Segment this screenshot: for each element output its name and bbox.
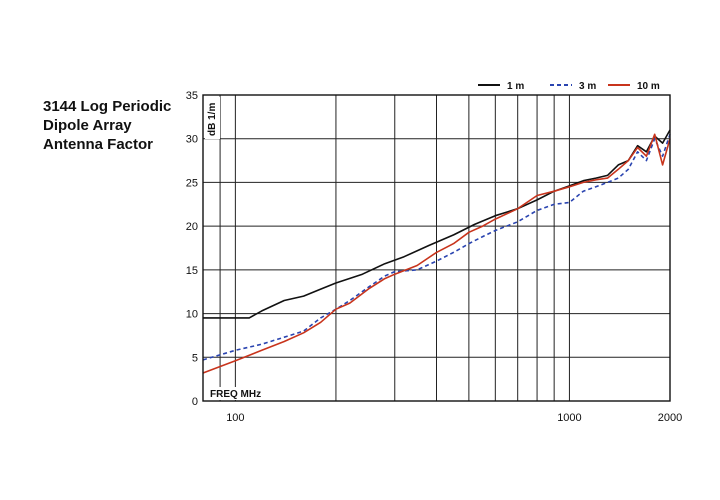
chart-title: 3144 Log Periodic Dipole Array Antenna F…: [43, 97, 171, 154]
x-tick-label-1000: 1000: [557, 412, 581, 424]
title-line-1: 3144 Log Periodic: [43, 98, 172, 115]
series-lines: [202, 129, 671, 374]
y-tick-label-10: 10: [186, 309, 198, 321]
series-line-10m: [202, 133, 671, 374]
legend-label-1m: 1 m: [507, 81, 524, 92]
y-tick-label-20: 20: [186, 221, 198, 233]
y-tick-labels: 0 5 10 15 20 25 30 35: [186, 90, 198, 408]
title-line-3: Antenna Factor: [43, 136, 154, 153]
y-tick-label-35: 35: [186, 90, 198, 102]
x-axis-label-bg: [207, 387, 267, 400]
y-tick-label-5: 5: [192, 352, 198, 364]
title-line-2: Dipole Array: [43, 117, 132, 134]
y-tick-label-25: 25: [186, 177, 198, 189]
y-axis-label-bg: [205, 97, 220, 139]
plot-frame: [202, 94, 671, 402]
legend-label-10m: 10 m: [637, 81, 660, 92]
x-axis-label: FREQ MHz: [210, 389, 261, 400]
series-line-3m: [202, 134, 671, 361]
x-tick-label-2000: 2000: [658, 412, 682, 424]
y-axis-label: dB 1/m: [207, 103, 218, 136]
legend-label-3m: 3 m: [579, 81, 596, 92]
x-tick-labels: 100 1000 2000: [226, 412, 682, 424]
y-tick-label-0: 0: [192, 396, 198, 408]
y-tick-label-30: 30: [186, 134, 198, 146]
grid: [202, 94, 671, 402]
y-tick-label-15: 15: [186, 265, 198, 277]
x-tick-label-100: 100: [226, 412, 244, 424]
legend: 1 m 3 m 10 m: [478, 81, 660, 92]
